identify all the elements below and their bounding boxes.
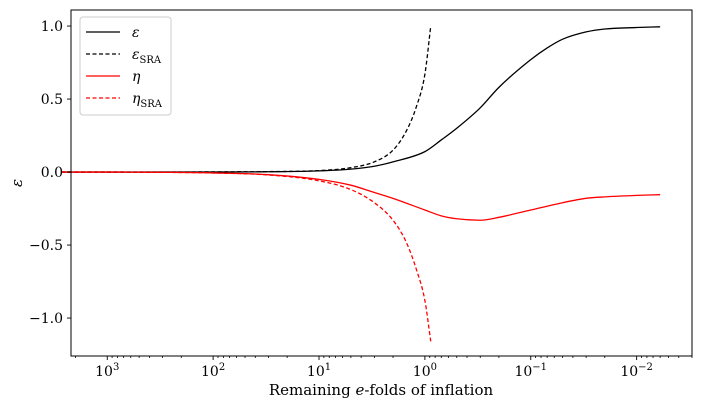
y-tick-label: 0.5 bbox=[41, 92, 63, 108]
plot-frame bbox=[70, 9, 693, 357]
x-tick-label: 100 bbox=[413, 362, 437, 380]
x-tick-label: 101 bbox=[307, 362, 331, 380]
y-axis-label: ε bbox=[8, 179, 26, 187]
x-tick-label: 103 bbox=[95, 362, 119, 380]
y-tick-label: −1.0 bbox=[29, 311, 63, 327]
legend: ε εSRA η ηSRA bbox=[79, 16, 172, 116]
y-tick-label: 0.0 bbox=[41, 165, 63, 181]
series-line-eta bbox=[61, 171, 661, 221]
legend-label: εSRA bbox=[132, 47, 162, 66]
legend-label: η bbox=[132, 69, 141, 85]
x-tick-label: 102 bbox=[201, 362, 225, 380]
legend-label: ηSRA bbox=[132, 91, 163, 110]
legend-box bbox=[79, 16, 172, 116]
legend-label: ε bbox=[132, 25, 140, 41]
y-tick-label: 1.0 bbox=[41, 19, 63, 35]
x-tick-label: 10−2 bbox=[620, 362, 653, 380]
x-axis-label: Remaining e-folds of inflation bbox=[269, 381, 494, 399]
series-line-epsilon bbox=[61, 26, 661, 173]
series-line-eta-sra bbox=[61, 171, 432, 342]
y-tick-label: −0.5 bbox=[29, 238, 63, 254]
x-tick-label: 10−1 bbox=[514, 362, 547, 380]
